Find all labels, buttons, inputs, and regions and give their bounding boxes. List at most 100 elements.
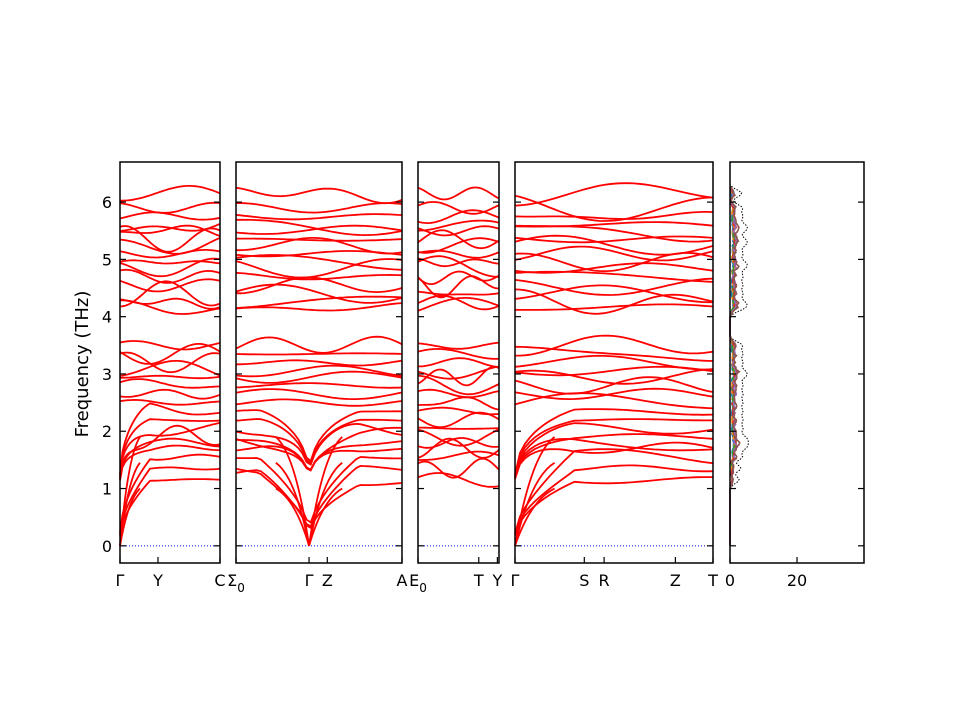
phonon-band	[417, 294, 500, 311]
panel-frame	[514, 161, 714, 564]
phonon-band	[119, 422, 221, 477]
phonon-band	[119, 378, 221, 389]
kpoint-label: Γ	[116, 571, 125, 590]
phonon-band	[119, 201, 221, 214]
phonon-band	[236, 236, 403, 255]
phonon-band	[236, 237, 403, 242]
phonon-band	[235, 213, 403, 221]
phonon-band	[514, 422, 714, 478]
phonon-band	[235, 426, 403, 472]
phonon-band	[514, 437, 714, 478]
phonon-band	[417, 341, 500, 350]
phonon-band	[417, 374, 500, 396]
phonon-band	[514, 476, 713, 536]
phonon-band	[514, 441, 714, 480]
phonon-band	[418, 450, 500, 461]
phonon-band	[119, 398, 221, 406]
phonon-band	[514, 262, 714, 274]
phonon-band	[514, 245, 714, 262]
phonon-band	[417, 365, 500, 380]
phonon-band	[417, 388, 500, 399]
phonon-band	[235, 388, 403, 401]
y-tick-label: 4	[102, 308, 112, 327]
phonon-band	[235, 283, 403, 304]
y-axis-label: Frequency (THz)	[72, 291, 93, 438]
acoustic-branch	[275, 436, 310, 546]
phonon-band	[235, 370, 403, 384]
kpoint-label: Γ	[511, 571, 520, 590]
phonon-band	[235, 382, 403, 389]
phonon-band	[235, 335, 403, 354]
phonon-band	[514, 418, 714, 476]
phonon-band	[417, 237, 500, 254]
phonon-band	[417, 437, 500, 449]
phonon-band	[417, 347, 499, 360]
phonon-band	[417, 201, 500, 215]
phonon-band	[119, 466, 221, 535]
phonon-band	[235, 409, 402, 463]
phonon-band	[514, 194, 714, 222]
phonon-band	[235, 302, 403, 312]
y-tick-label: 2	[102, 422, 112, 441]
phonon-band	[236, 359, 403, 367]
phonon-band	[417, 225, 500, 237]
phonon-band	[417, 428, 500, 447]
phonon-band	[235, 186, 403, 205]
phonon-band	[119, 388, 221, 400]
phonon-band	[235, 352, 403, 356]
phonon-band	[119, 222, 221, 232]
phonon-band	[119, 340, 221, 351]
phonon-band	[514, 210, 714, 220]
kpoint-label: Γ	[305, 571, 314, 590]
phonon-band	[417, 270, 500, 286]
phonon-band	[235, 271, 403, 281]
phonon-band	[417, 290, 500, 296]
phonon-band	[119, 424, 221, 479]
band-panel-3	[417, 161, 500, 564]
phonon-band	[514, 448, 714, 534]
phonon-band	[417, 209, 500, 225]
phonon-band	[119, 278, 221, 293]
phonon-band	[235, 364, 403, 378]
phonon-band	[417, 257, 500, 268]
kpoint-label: R	[599, 571, 610, 590]
phonon-band	[514, 408, 714, 475]
phonon-band	[119, 359, 221, 377]
acoustic-branch	[514, 487, 556, 547]
phonon-band	[418, 357, 500, 368]
y-tick-label: 1	[102, 480, 112, 499]
phonon-band	[418, 426, 499, 430]
phonon-band	[417, 472, 500, 488]
phonon-band	[120, 184, 221, 202]
phonon-band	[119, 478, 221, 537]
kpoint-label: Z	[670, 571, 681, 590]
kpoint-label: Y	[491, 571, 502, 590]
dos-x-tick-label: 20	[787, 571, 807, 590]
y-tick-label: 3	[102, 365, 112, 384]
phonon-band	[514, 221, 714, 228]
phonon-band	[514, 234, 714, 256]
phonon-band	[235, 295, 403, 309]
phonon-band	[418, 219, 500, 232]
phonon-band	[119, 437, 221, 480]
kpoint-label: C	[214, 571, 225, 590]
phonon-band	[514, 252, 714, 273]
phonon-band	[119, 257, 221, 278]
kpoint-label: Σ0	[227, 571, 245, 595]
dos-panel: 0 20	[725, 161, 865, 590]
phonon-band	[514, 235, 714, 244]
dos-x-tick-label: 0	[725, 571, 735, 590]
phonon-band	[514, 464, 714, 535]
phonon-band	[417, 406, 500, 416]
phonon-band	[514, 387, 714, 401]
phonon-band	[417, 296, 500, 312]
phonon-band	[417, 457, 500, 479]
acoustic-branch	[514, 461, 556, 547]
y-tick-label: 0	[102, 537, 112, 556]
phonon-band	[417, 437, 500, 459]
phonon-band	[514, 288, 714, 315]
acoustic-branch	[119, 436, 141, 546]
kpoint-label: T	[707, 571, 718, 590]
phonon-band	[417, 249, 500, 259]
